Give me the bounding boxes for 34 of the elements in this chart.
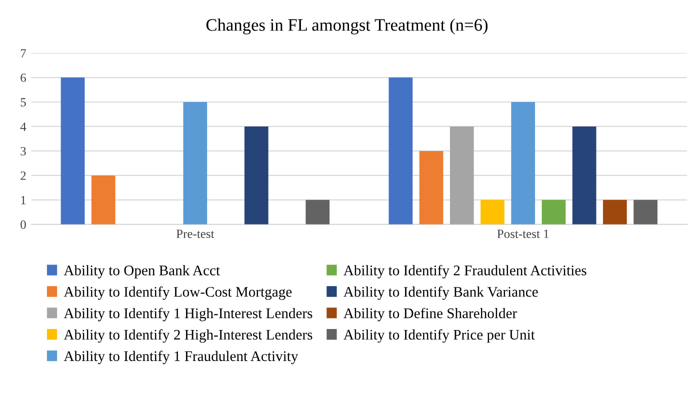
bar (306, 200, 330, 224)
x-tick-label: Post-test 1 (497, 230, 549, 238)
bar (419, 150, 444, 224)
legend-label: Ability to Define Shareholder (344, 308, 517, 322)
y-tick-label: 7 (20, 49, 26, 58)
legend-label: Ability to Identify Low-Cost Mortgage (64, 286, 292, 300)
legend-label: Ability to Identify Bank Variance (344, 286, 538, 300)
bar (91, 175, 116, 224)
bar (450, 126, 474, 224)
legend-label: Ability to Identify 2 High-Interest Lenders (64, 329, 312, 343)
bar (542, 200, 566, 224)
bar (572, 126, 596, 224)
legend-label: Ability to Identify 1 High-Interest Lenders (64, 308, 312, 322)
y-tick-label: 4 (20, 122, 26, 131)
bar (602, 200, 627, 224)
y-tick-label: 1 (21, 196, 26, 204)
y-tick-label: 0 (20, 220, 26, 229)
legend-label: Ability to Identify Price per Unit (344, 329, 535, 343)
bar (244, 126, 268, 224)
legend-label: Ability to Identify 1 Fraudulent Activity (64, 350, 298, 364)
bar (183, 102, 208, 224)
x-tick-label: Pre-test (176, 230, 214, 238)
bar (634, 200, 658, 224)
bar (388, 78, 413, 224)
chart-title: Changes in FL amongst Treatment (n=6) (206, 18, 488, 34)
y-tick-label: 6 (20, 74, 26, 82)
legend-label: Ability to Open Bank Acct (64, 265, 220, 278)
y-tick-label: 2 (20, 172, 26, 180)
bar (60, 78, 85, 224)
bar (480, 200, 504, 224)
y-tick-label: 5 (20, 98, 26, 106)
y-tick-label: 3 (20, 147, 26, 156)
legend-label: Ability to Identify 2 Fraudulent Activities (344, 264, 586, 278)
bar (511, 102, 536, 224)
